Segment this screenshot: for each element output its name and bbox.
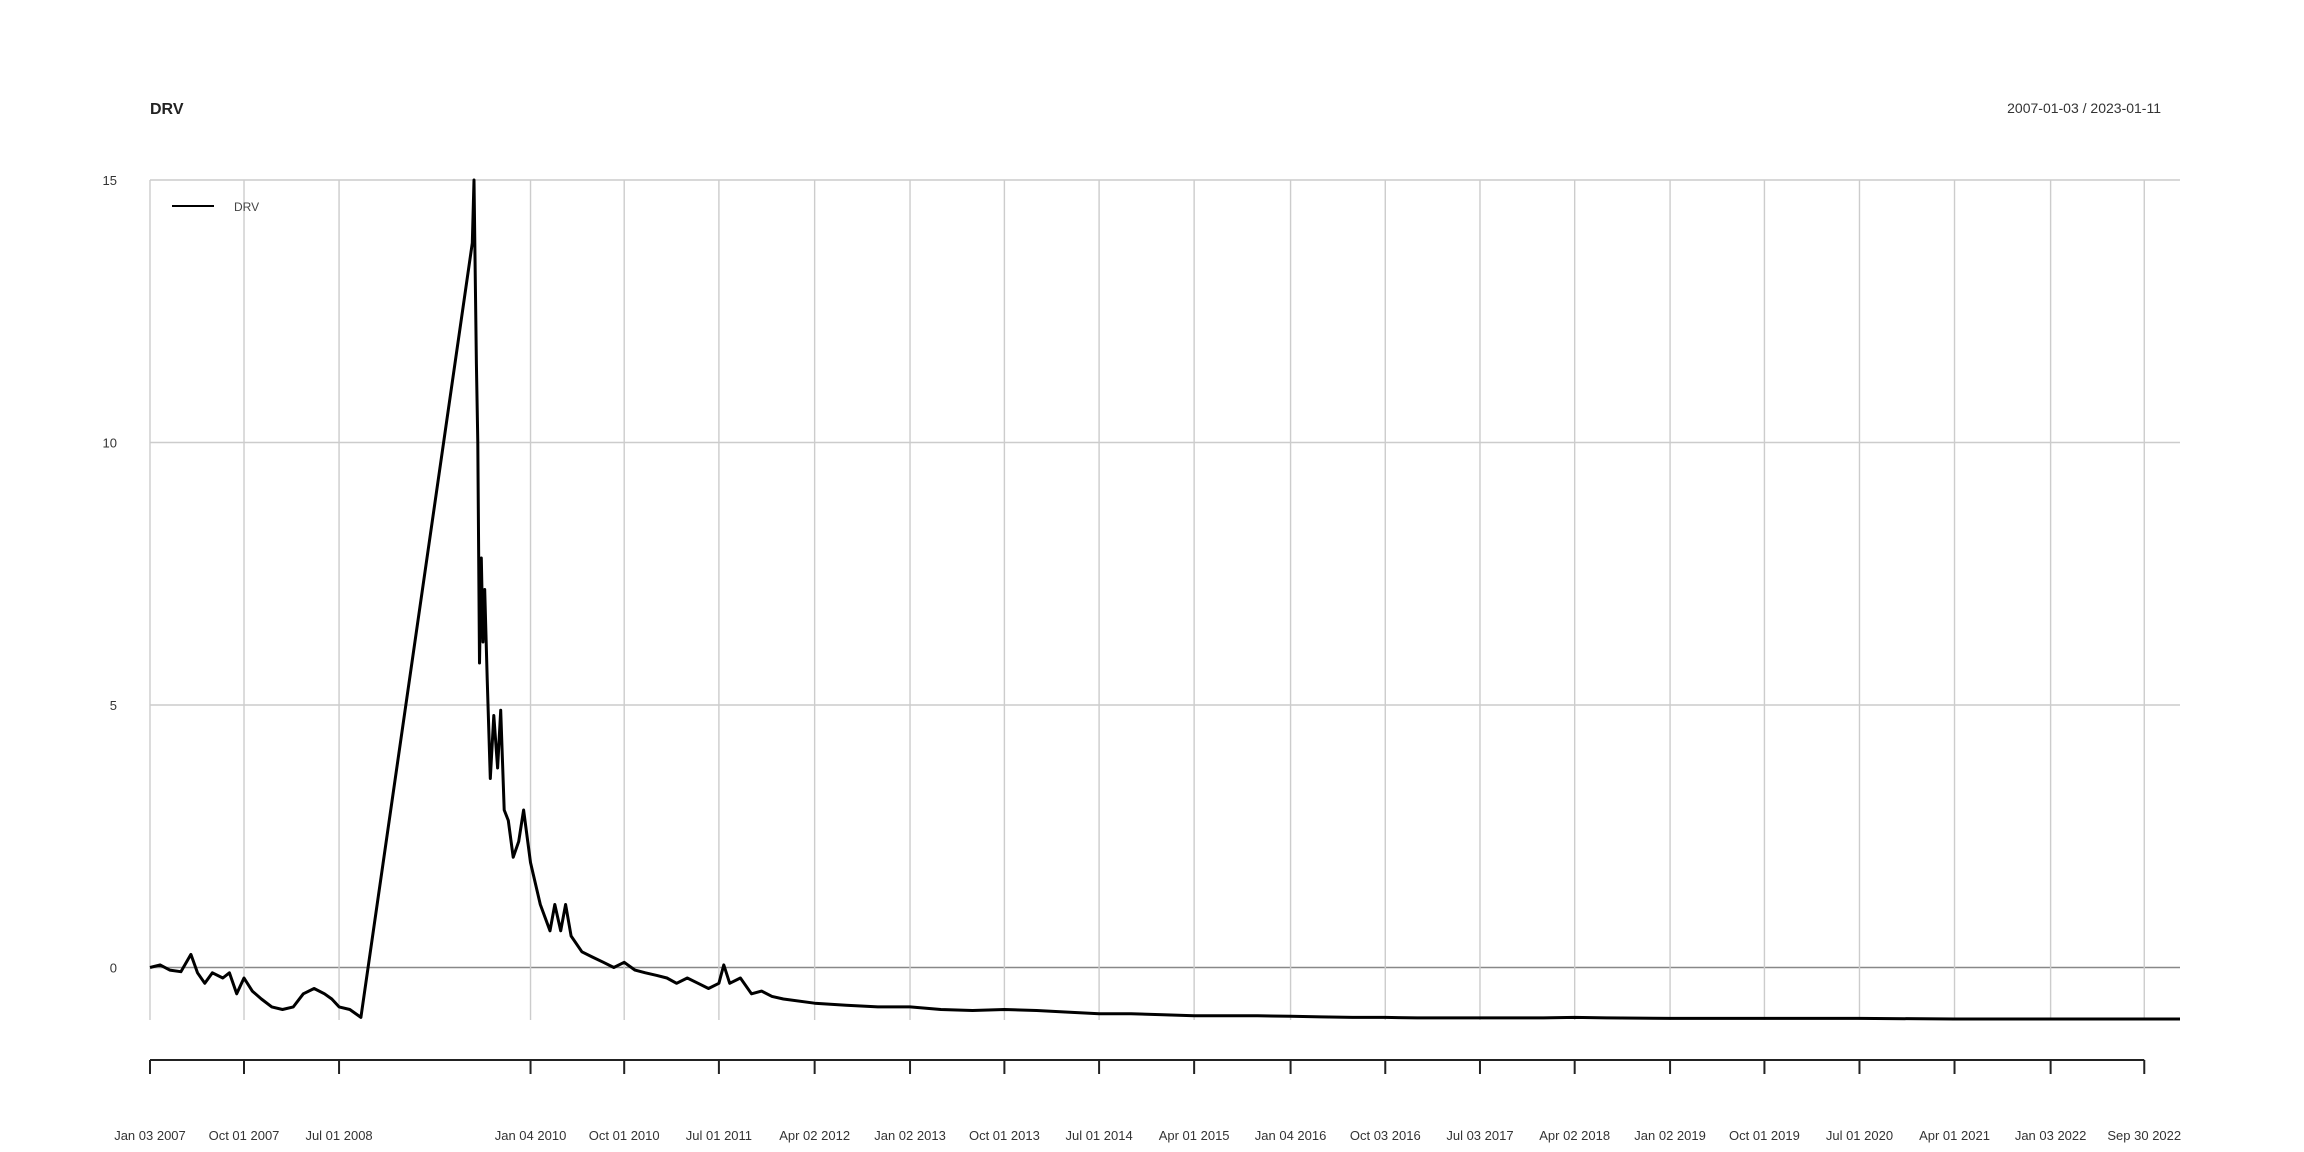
x-tick-label: Jan 03 2022 (2015, 1128, 2087, 1143)
series-line-drv (149, 178, 2180, 1021)
x-tick-label: Jul 01 2011 (686, 1128, 752, 1143)
x-tick-label: Apr 02 2018 (1539, 1128, 1610, 1143)
x-tick-label: Oct 01 2007 (209, 1128, 280, 1143)
y-tick-label: 5 (110, 698, 117, 713)
x-tick-label: Jan 02 2013 (874, 1128, 946, 1143)
x-tick-label: Jan 03 2007 (114, 1128, 186, 1143)
x-tick-label: Jul 03 2017 (1446, 1128, 1513, 1143)
x-tick-label: Jan 02 2019 (1634, 1128, 1706, 1143)
gridlines (149, 179, 2180, 1020)
x-tick-label: Jan 04 2016 (1255, 1128, 1327, 1143)
chart-title: DRV (150, 101, 184, 118)
x-tick-label: Jul 01 2014 (1065, 1128, 1132, 1143)
legend-label: DRV (234, 200, 259, 214)
x-tick-label: Apr 02 2012 (779, 1128, 850, 1143)
y-axis: 0 5 10 15 (103, 173, 117, 976)
series-layer (149, 178, 2180, 1021)
x-axis: Jan 03 2007 Oct 01 2007 Jul 01 2008 Jan 04 … (114, 1059, 2181, 1143)
x-tick-label: Jul 01 2020 (1826, 1128, 1893, 1143)
y-tick-label: 15 (103, 173, 117, 188)
x-tick-label: Oct 01 2019 (1729, 1128, 1800, 1143)
x-tick-label: Jul 01 2008 (305, 1128, 372, 1143)
y-tick-label: 0 (110, 961, 117, 976)
x-tick-label: Jan 04 2010 (495, 1128, 567, 1143)
y-tick-label: 10 (103, 436, 117, 451)
date-range-label: 2007-01-03 / 2023-01-11 (2007, 100, 2161, 116)
x-tick-label: Oct 03 2016 (1350, 1128, 1421, 1143)
x-tick-label: Apr 01 2015 (1159, 1128, 1230, 1143)
x-tick-label: Oct 01 2010 (589, 1128, 660, 1143)
x-tick-label: Apr 01 2021 (1919, 1128, 1990, 1143)
x-tick-label: Oct 01 2013 (969, 1128, 1040, 1143)
x-tick-label: Sep 30 2022 (2107, 1128, 2181, 1143)
legend: DRV (172, 200, 259, 214)
